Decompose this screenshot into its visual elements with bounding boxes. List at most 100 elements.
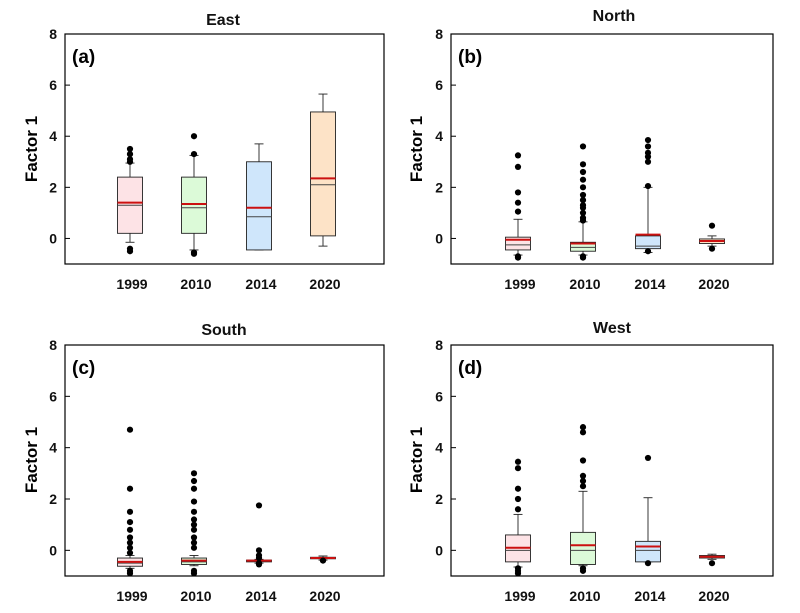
outlier-point (126, 519, 134, 526)
panel-title-south: South (201, 322, 246, 339)
panel-label-south: (c) (72, 358, 95, 379)
outlier-point (579, 209, 587, 216)
outlier-point (579, 184, 587, 191)
y-ticks-north: 0 2 4 6 8 (435, 26, 456, 246)
outlier-point (708, 560, 716, 567)
box-south-2010 (181, 470, 207, 577)
outlier-point (190, 521, 198, 528)
y-tick-label: 0 (435, 542, 443, 558)
y-axis-label-west: Factor 1 (407, 427, 426, 493)
outlier-point (126, 570, 134, 577)
outlier-point (190, 539, 198, 546)
outlier-point (190, 570, 198, 577)
box-body (635, 540, 661, 563)
outlier-point (255, 547, 263, 554)
panel-west: West (d) Factor 1 0 2 4 6 8 1999 2010 2014 2020 (407, 320, 774, 604)
y-tick-label: 2 (49, 491, 57, 507)
outlier-point (579, 429, 587, 436)
box-body (570, 531, 596, 565)
y-tick-label: 6 (435, 388, 443, 404)
x-tick-label: 2014 (634, 588, 665, 604)
outlier-point (644, 248, 652, 255)
outlier-point (190, 133, 198, 140)
outlier-point (190, 526, 198, 533)
outlier-point (126, 248, 134, 255)
x-tick-label: 2020 (309, 276, 340, 292)
outlier-point (514, 199, 522, 206)
outlier-point (126, 544, 134, 551)
outlier-point (644, 158, 652, 165)
panel-label-north: (b) (458, 47, 482, 68)
y-tick-label: 6 (435, 77, 443, 93)
y-tick-label: 4 (435, 440, 443, 456)
outlier-point (126, 526, 134, 533)
outlier-point (255, 552, 263, 559)
outlier-point (579, 161, 587, 168)
boxes-north (505, 136, 725, 261)
outlier-point (190, 508, 198, 515)
outlier-point (190, 534, 198, 541)
y-tick-label: 6 (49, 388, 57, 404)
y-tick-label: 4 (435, 128, 443, 144)
outlier-point (319, 557, 327, 564)
outlier-point (579, 472, 587, 479)
box-east-2014 (246, 143, 272, 251)
y-axis-label-north: Factor 1 (407, 116, 426, 182)
box-north-2020 (699, 222, 725, 252)
y-tick-label: 8 (435, 26, 443, 42)
outlier-point (190, 470, 198, 477)
outlier-point (514, 163, 522, 170)
y-tick-label: 8 (435, 337, 443, 353)
outlier-point (126, 508, 134, 515)
outlier-point (579, 202, 587, 209)
box-west-2010 (570, 424, 596, 574)
box-east-1999 (117, 145, 143, 255)
x-ticks-south: 1999 2010 2014 2020 (116, 588, 340, 604)
box-east-2020 (310, 93, 336, 247)
outlier-point (579, 483, 587, 490)
box-body (570, 241, 596, 252)
plot-frame-east (64, 33, 385, 265)
outlier-point (708, 245, 716, 252)
box-body (635, 235, 661, 250)
outlier-point (644, 182, 652, 190)
box-north-2010 (570, 143, 596, 261)
panel-label-west: (d) (458, 358, 482, 379)
plot-frame-north (450, 33, 774, 265)
outlier-point (579, 567, 587, 574)
outlier-point (514, 485, 522, 492)
x-ticks-north: 1999 2010 2014 2020 (504, 276, 729, 292)
boxes-south (117, 426, 336, 577)
outlier-point (579, 214, 587, 222)
box-west-1999 (505, 458, 531, 577)
y-tick-label: 2 (435, 491, 443, 507)
outlier-point (126, 485, 134, 492)
y-tick-label: 0 (435, 230, 443, 246)
x-tick-label: 2020 (698, 276, 729, 292)
y-tick-label: 2 (435, 179, 443, 195)
outlier-point (514, 254, 522, 261)
y-tick-label: 4 (49, 440, 57, 456)
x-tick-label: 1999 (504, 588, 535, 604)
y-tick-label: 6 (49, 77, 57, 93)
box-west-2014 (635, 454, 661, 567)
outlier-point (126, 145, 134, 153)
panel-north: North (b) Factor 1 0 2 4 6 8 1999 2010 2014 202… (407, 8, 774, 292)
outlier-point (190, 516, 198, 523)
outlier-point (514, 458, 522, 465)
x-tick-label: 2020 (698, 588, 729, 604)
outlier-point (255, 561, 263, 568)
boxes-west (505, 424, 725, 577)
y-tick-label: 8 (49, 337, 57, 353)
panel-title-west: West (593, 320, 632, 337)
outlier-point (190, 544, 198, 551)
box-body (310, 111, 336, 237)
y-axis-label-south: Factor 1 (22, 427, 41, 493)
panel-label-east: (a) (72, 47, 95, 68)
outlier-point (514, 152, 522, 159)
y-axis-label-east: Factor 1 (22, 116, 41, 182)
box-south-2020 (310, 555, 336, 564)
box-south-1999 (117, 426, 143, 577)
outlier-point (644, 454, 652, 462)
